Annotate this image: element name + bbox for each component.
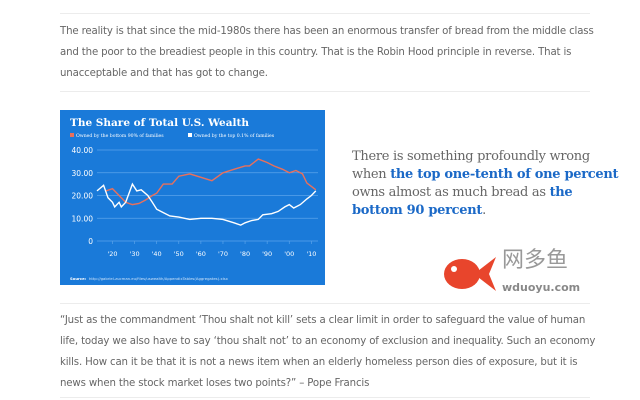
divider bbox=[60, 13, 590, 14]
divider bbox=[60, 397, 590, 398]
legend-swatch bbox=[188, 133, 192, 137]
x-tick-label: '20 bbox=[107, 250, 117, 258]
pull-quote-text: owns almost as much bread as bbox=[352, 185, 550, 200]
x-tick-label: '50 bbox=[174, 250, 184, 258]
watermark: 网多鱼 wduoyu.com bbox=[440, 248, 630, 300]
series-line bbox=[105, 158, 317, 206]
pull-quote-highlight: the top one-tenth of one percent bbox=[390, 167, 619, 182]
y-tick-label: 10.00 bbox=[72, 214, 94, 223]
pope-francis-quote: “Just as the commandment ‘Thou shalt not… bbox=[60, 315, 596, 389]
pull-quote-text: There is something profoundly wrong when bbox=[352, 149, 590, 182]
chart-title: The Share of Total U.S. Wealth bbox=[70, 117, 249, 129]
x-tick-label: '30 bbox=[130, 250, 140, 258]
x-tick-label: '40 bbox=[152, 250, 162, 258]
x-tick-label: '60 bbox=[196, 250, 206, 258]
intro-paragraph: The reality is that since the mid-1980s … bbox=[60, 26, 594, 79]
y-tick-label: 40.00 bbox=[72, 146, 94, 155]
wealth-chart: The Share of Total U.S. Wealth Owned by t… bbox=[60, 110, 325, 285]
y-tick-label: 20.00 bbox=[72, 192, 94, 201]
fish-logo-icon bbox=[444, 257, 496, 291]
watermark-cn: 网多鱼 bbox=[502, 248, 569, 273]
y-tick-label: 0 bbox=[88, 237, 93, 246]
source-url: http://gabriel-zucman.eu/files/uswealth/… bbox=[89, 276, 229, 281]
divider bbox=[60, 91, 590, 92]
x-tick-label: '00 bbox=[284, 250, 294, 258]
watermark-en: wduoyu.com bbox=[502, 281, 581, 294]
legend-label: Owned by the top 0.1% of families bbox=[194, 133, 275, 139]
divider bbox=[60, 303, 590, 304]
source-label: Source: bbox=[70, 276, 87, 281]
x-tick-label: '10 bbox=[306, 250, 316, 258]
x-tick-label: '70 bbox=[218, 250, 228, 258]
series-line bbox=[96, 182, 317, 226]
x-tick-label: '80 bbox=[240, 250, 250, 258]
legend-swatch bbox=[70, 133, 74, 137]
x-tick-label: '90 bbox=[262, 250, 272, 258]
legend-label: Owned by the bottom 90% of families bbox=[76, 133, 164, 139]
pull-quote-text: . bbox=[482, 203, 486, 218]
pull-quote-highlight: the bottom 90 percent bbox=[352, 185, 573, 218]
y-tick-label: 30.00 bbox=[72, 169, 94, 178]
pull-quote: There is something profoundly wrong when… bbox=[352, 148, 622, 220]
